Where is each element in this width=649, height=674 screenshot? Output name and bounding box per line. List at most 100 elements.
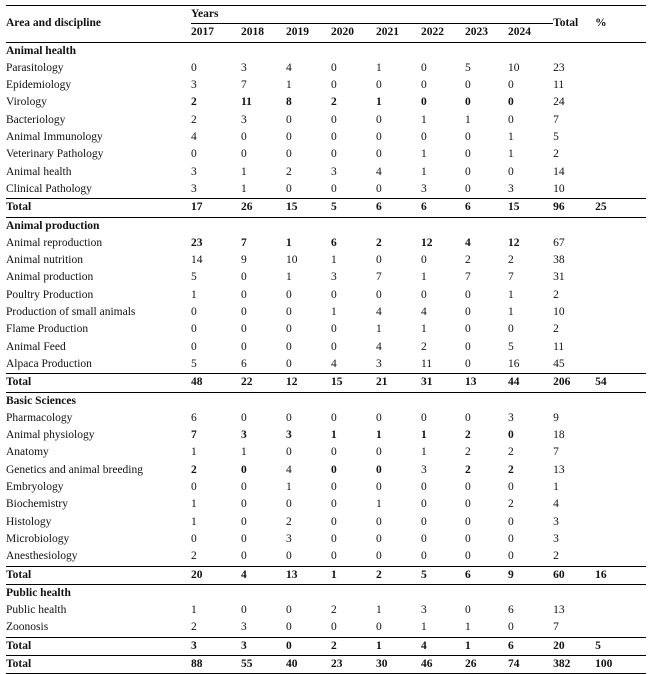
- table-row: Histology 1 0 2 0 0 0 0 0 3: [6, 514, 646, 531]
- row-total: 2: [553, 288, 559, 301]
- year-value: 11: [421, 357, 433, 370]
- year-value: 14: [191, 254, 203, 267]
- discipline-name: Poultry Production: [6, 288, 94, 301]
- year-value: 3: [191, 182, 197, 195]
- year-value: 1: [508, 306, 514, 319]
- year-value: 12: [508, 236, 520, 249]
- year-value: 0: [465, 165, 471, 178]
- percent-empty: [595, 602, 646, 619]
- table-row: Animal Immunology 4 0 0 0 0 0 0 1 5: [6, 129, 646, 146]
- year-value: 2: [421, 340, 427, 353]
- year-total: 22: [241, 373, 286, 393]
- year-total: 6: [508, 636, 554, 656]
- year-value: 0: [331, 340, 337, 353]
- percent: 100: [595, 654, 647, 674]
- year-total: 9: [508, 565, 554, 585]
- table-row: Animal Feed 0 0 0 0 4 2 0 5 11: [6, 339, 646, 356]
- year-value: 0: [465, 498, 471, 511]
- year-value: 7: [241, 79, 247, 92]
- year-header: 2021: [376, 23, 421, 43]
- year-value: 0: [465, 532, 471, 545]
- row-total: 10: [553, 182, 565, 195]
- year-value: 0: [191, 148, 197, 161]
- percent-empty: [595, 514, 646, 531]
- total-label: Total: [6, 654, 191, 674]
- year-value: 23: [191, 236, 203, 249]
- discipline-name: Pharmacology: [6, 411, 73, 424]
- year-value: 1: [376, 61, 382, 74]
- year-value: 3: [241, 621, 247, 634]
- year-value: 0: [241, 515, 247, 528]
- year-value: 0: [376, 79, 382, 92]
- year-value: 1: [286, 481, 292, 494]
- table-row: Veterinary Pathology 0 0 0 0 0 1 0 1 2: [6, 146, 646, 163]
- year-value: 0: [376, 131, 382, 144]
- year-value: 0: [286, 446, 292, 459]
- row-total: 18: [553, 429, 565, 442]
- year-value: 1: [508, 131, 514, 144]
- year-value: 1: [465, 621, 471, 634]
- year-value: 0: [376, 288, 382, 301]
- row-total: 2: [553, 148, 559, 161]
- year-value: 4: [465, 236, 471, 249]
- table-row: Bacteriology 2 3 0 0 0 1 1 0 7: [6, 112, 646, 129]
- discipline-name: Animal health: [6, 165, 72, 178]
- year-value: 10: [286, 254, 298, 267]
- year-value: 3: [241, 113, 247, 126]
- row-total: 11: [553, 340, 565, 353]
- table-row: Production of small animals 0 0 0 1 4 4 0 1 10: [6, 304, 646, 321]
- year-total: 4: [421, 636, 465, 656]
- percent-empty: [595, 164, 646, 181]
- year-value: 1: [286, 271, 292, 284]
- row-total: 13: [553, 463, 565, 476]
- percent-empty: [595, 60, 646, 77]
- percent-header: %: [595, 5, 647, 43]
- total-row: Total 20 4 13 1 2 5 6 9 60 16: [6, 565, 647, 585]
- year-value: 1: [331, 429, 337, 442]
- year-value: 0: [331, 79, 337, 92]
- year-value: 0: [376, 254, 382, 267]
- total-label: Total: [6, 636, 191, 656]
- year-value: 0: [331, 515, 337, 528]
- year-total: 5: [331, 198, 376, 218]
- row-total: 31: [553, 271, 565, 284]
- year-total: 4: [241, 565, 286, 585]
- row-total: 10: [553, 306, 565, 319]
- sum-total: 60: [553, 565, 596, 585]
- discipline-name: Animal physiology: [6, 429, 95, 442]
- year-value: 0: [241, 532, 247, 545]
- year-value: 1: [508, 148, 514, 161]
- row-total: 9: [553, 411, 559, 424]
- year-total: 21: [376, 373, 421, 393]
- year-value: 4: [191, 131, 197, 144]
- year-header: 2019: [286, 23, 331, 43]
- row-total: 67: [553, 236, 565, 249]
- year-value: 0: [465, 515, 471, 528]
- year-value: 1: [421, 621, 427, 634]
- table-row: Virology 2 11 8 2 1 0 0 0 24: [6, 94, 646, 111]
- sum-total: 382: [553, 654, 596, 674]
- year-value: 2: [331, 96, 337, 109]
- year-value: 0: [286, 288, 292, 301]
- year-value: 4: [376, 340, 382, 353]
- percent-empty: [595, 619, 646, 637]
- row-total: 4: [553, 498, 559, 511]
- year-value: 0: [465, 550, 471, 563]
- percent-empty: [595, 339, 646, 356]
- year-value: 0: [241, 604, 247, 617]
- year-value: 0: [421, 550, 427, 563]
- percent-empty: [595, 287, 646, 304]
- year-value: 0: [241, 411, 247, 424]
- year-value: 0: [286, 357, 292, 370]
- year-total: 5: [421, 565, 465, 585]
- year-value: 1: [421, 271, 427, 284]
- percent: 54: [595, 373, 647, 393]
- table-row: Animal physiology 7 3 3 1 1 1 2 0 18: [6, 427, 646, 444]
- year-value: 0: [421, 532, 427, 545]
- row-total: 38: [553, 254, 565, 267]
- year-total: 0: [286, 636, 331, 656]
- year-value: 11: [241, 96, 252, 109]
- year-value: 1: [421, 429, 427, 442]
- year-total: 88: [191, 654, 241, 674]
- year-value: 2: [286, 165, 292, 178]
